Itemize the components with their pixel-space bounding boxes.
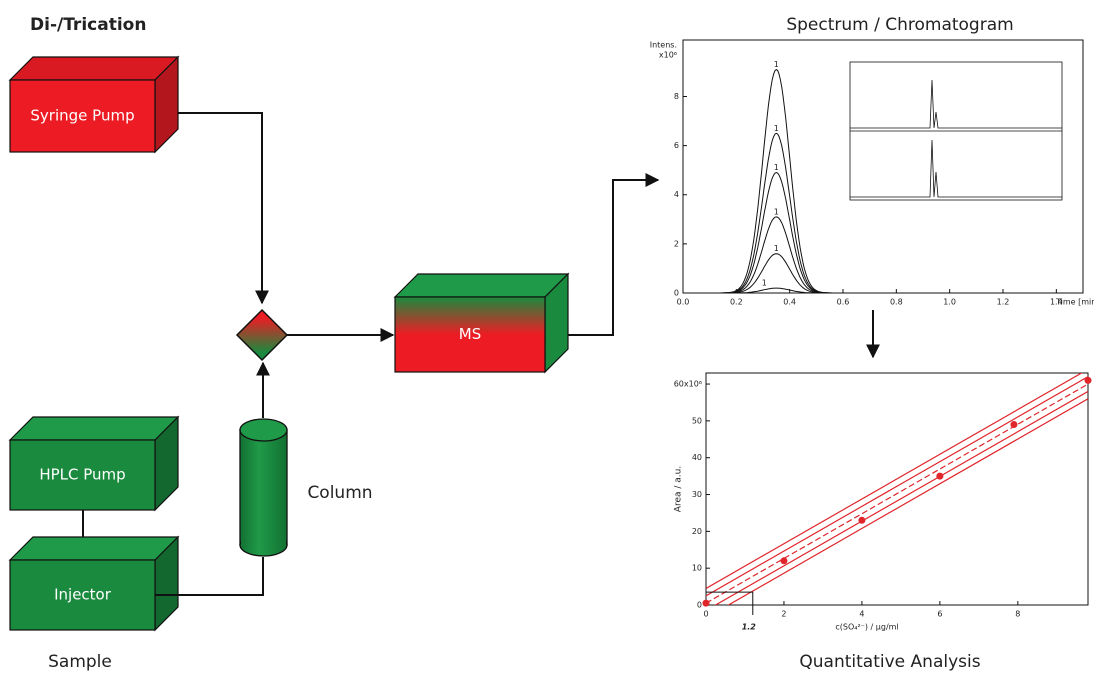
x-tick-label: 1.0	[943, 298, 956, 307]
x-tick-label: 4	[859, 610, 864, 619]
x-tick-label: 6	[937, 610, 942, 619]
column	[239, 418, 288, 557]
y-tick-label: 2	[674, 239, 679, 248]
x-tick-label: 0.4	[783, 298, 796, 307]
plot-frame	[705, 372, 1089, 606]
peak-trace	[683, 216, 1083, 294]
sample-label: Sample	[48, 652, 112, 672]
data-point	[936, 472, 944, 480]
spectrum-title: Spectrum / Chromatogram	[786, 15, 1013, 35]
y-tick-label: 4	[674, 190, 679, 199]
connector	[545, 173, 660, 336]
fit-line	[706, 383, 1088, 604]
box-top	[8, 536, 180, 561]
box-label: HPLC Pump	[39, 466, 125, 484]
data-point	[858, 516, 866, 524]
x-tick-label: 1.2	[997, 298, 1010, 307]
x-tick-label: 0.6	[837, 298, 850, 307]
y-axis-label: Intens.	[650, 41, 677, 50]
peak-label: 1	[774, 124, 779, 133]
data-point	[1010, 421, 1018, 429]
lod-box	[706, 591, 754, 615]
peak-label: 1	[774, 244, 779, 253]
peak-trace	[683, 287, 1083, 294]
y-axis-unit: x10⁶	[659, 51, 677, 60]
analysis-title: Quantitative Analysis	[799, 652, 980, 672]
y-tick-label: 8	[674, 92, 679, 101]
y-tick-label: 6	[674, 141, 679, 150]
box-front	[9, 439, 156, 511]
y-tick-label: 50	[692, 416, 702, 425]
fit-line	[727, 398, 1088, 605]
fit-line	[714, 390, 1088, 605]
fit-line	[706, 373, 1083, 589]
y-tick-label: 0	[674, 289, 679, 298]
box-front	[394, 296, 546, 373]
data-point	[780, 557, 788, 565]
box-label: Injector	[54, 586, 112, 604]
x-tick-label: 0.2	[730, 298, 743, 307]
y-tick-label: 10	[692, 564, 702, 573]
connector	[155, 557, 264, 596]
box-top	[393, 273, 570, 298]
y-tick-label: 60x10⁶	[674, 380, 702, 389]
y-tick-label: 40	[692, 453, 702, 462]
peak-label: 1	[774, 163, 779, 172]
y-tick-label: 30	[692, 490, 702, 499]
peak-label: 1	[774, 207, 779, 216]
x-tick-label: 8	[1015, 610, 1020, 619]
peak-label: 1	[762, 279, 767, 288]
box-top	[8, 416, 180, 441]
y-tick-label: 0	[697, 601, 702, 610]
fit-line	[706, 376, 1088, 597]
diagram-title: Di-/Trication	[30, 15, 146, 35]
box-label: MS	[459, 325, 481, 343]
x-tick-label: 0	[703, 610, 708, 619]
mixer	[235, 308, 289, 362]
x-tick-label: 0.8	[890, 298, 903, 307]
x-tick-label: 2	[781, 610, 786, 619]
box-front	[9, 79, 156, 153]
x-tick-label: 1.4	[1050, 298, 1063, 307]
inset	[849, 61, 1063, 201]
peak-label: 1	[774, 60, 779, 69]
column-label: Column	[307, 483, 372, 503]
x-axis-label: Time [min]	[1055, 298, 1094, 307]
x-tick-label: 0.0	[677, 298, 690, 307]
x-axis-label: c(SO₄²⁻) / µg/ml	[835, 623, 898, 632]
connector	[155, 112, 269, 305]
data-point	[1084, 376, 1092, 384]
y-tick-label: 20	[692, 527, 702, 536]
box-top	[8, 56, 180, 81]
lod-label: 1.2	[742, 623, 757, 632]
y-axis-label: Area / a.u.	[674, 466, 684, 512]
box-label: Syringe Pump	[30, 107, 134, 125]
data-point	[702, 599, 710, 607]
